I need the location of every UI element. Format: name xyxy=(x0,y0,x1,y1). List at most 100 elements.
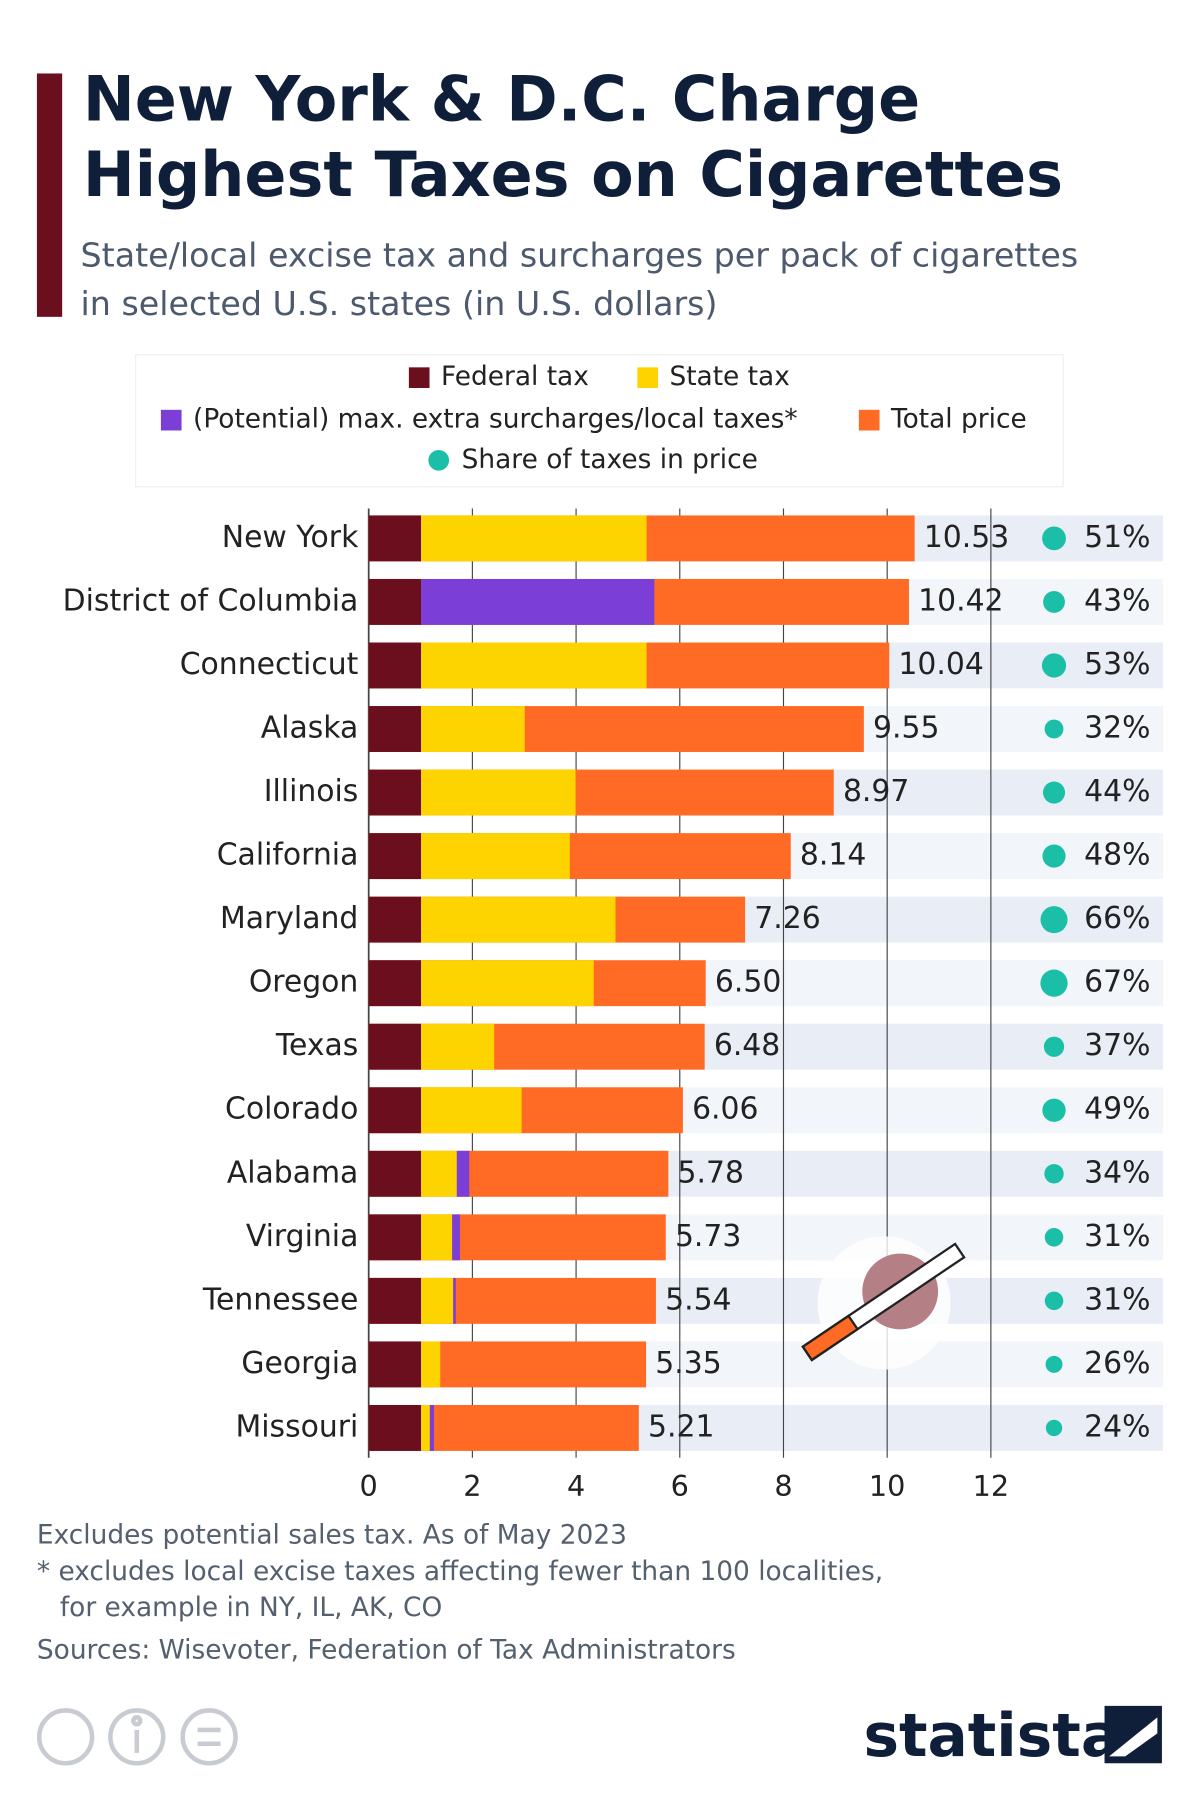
chart-subtitle: in selected U.S. states (in U.S. dollars… xyxy=(81,284,718,323)
bar-segment xyxy=(421,833,570,880)
x-tick-label: 4 xyxy=(567,1469,585,1503)
legend-label: Total price xyxy=(890,404,1027,435)
bar-segment xyxy=(368,1277,422,1324)
value-label: 8.14 xyxy=(800,838,866,873)
y-tick-label: New York xyxy=(222,520,359,555)
share-label: 26% xyxy=(1084,1346,1150,1381)
bar-segment xyxy=(421,642,647,689)
share-dot xyxy=(1042,781,1066,804)
bar-segment xyxy=(421,960,594,1007)
share-label: 34% xyxy=(1084,1155,1150,1190)
chart-title: Highest Taxes on Cigarettes xyxy=(83,138,1063,211)
bar-segment xyxy=(421,1150,457,1197)
y-tick-label: Alabama xyxy=(227,1155,359,1190)
value-label: 7.26 xyxy=(754,901,820,936)
bar-segment xyxy=(368,706,422,752)
share-dot xyxy=(1040,906,1068,934)
bar-segment xyxy=(368,833,422,880)
chart-title: New York & D.C. Charge xyxy=(83,62,920,135)
y-tick-label: Missouri xyxy=(236,1409,359,1444)
share-dot xyxy=(1045,1419,1063,1437)
y-tick-label: Texas xyxy=(275,1028,358,1063)
share-dot xyxy=(1040,969,1068,997)
value-label: 9.55 xyxy=(873,711,939,746)
bar-segment xyxy=(368,1341,422,1388)
value-label: 6.06 xyxy=(692,1092,758,1127)
bar-segment xyxy=(421,578,655,625)
x-tick-label: 12 xyxy=(973,1469,1010,1503)
bar-segment xyxy=(368,769,422,816)
bar-segment xyxy=(421,1277,454,1324)
bar-segment xyxy=(421,896,616,943)
share-label: 43% xyxy=(1084,583,1150,618)
share-label: 48% xyxy=(1084,838,1150,873)
bar-segment xyxy=(368,1404,422,1451)
share-dot xyxy=(1042,1098,1066,1122)
y-tick-label: Connecticut xyxy=(180,647,359,682)
value-label: 6.50 xyxy=(715,965,781,1000)
x-tick-label: 6 xyxy=(671,1469,689,1503)
y-tick-label: Maryland xyxy=(220,901,358,936)
cigarette-icon xyxy=(801,1236,966,1370)
share-label: 49% xyxy=(1084,1092,1150,1127)
brand: statista xyxy=(863,1702,1121,1771)
value-label: 5.35 xyxy=(655,1346,721,1381)
license-icons xyxy=(36,1708,238,1766)
legend-label: (Potential) max. extra surcharges/local … xyxy=(193,404,798,435)
notes: Excludes potential sales tax. As of May … xyxy=(37,1519,883,1665)
y-tick-label: Colorado xyxy=(225,1092,358,1127)
bar-segment xyxy=(421,1341,441,1388)
share-label: 31% xyxy=(1084,1219,1150,1254)
bar-segment xyxy=(429,1404,435,1451)
bar-segment xyxy=(368,1150,422,1197)
legend-marker xyxy=(858,409,880,431)
share-dot xyxy=(1043,591,1065,613)
bar-segment xyxy=(421,515,647,562)
bar-segment xyxy=(421,1087,522,1134)
bar-segment xyxy=(368,1214,422,1261)
legend-marker xyxy=(428,450,450,471)
bar-segment xyxy=(368,896,422,943)
share-dot xyxy=(1044,1291,1064,1311)
bar-segment xyxy=(453,1277,456,1324)
y-tick-label: Virginia xyxy=(246,1219,358,1254)
x-tick-label: 0 xyxy=(360,1469,378,1503)
share-label: 66% xyxy=(1084,901,1150,936)
legend-marker xyxy=(408,367,430,389)
value-label: 5.73 xyxy=(675,1219,741,1254)
share-dot xyxy=(1043,1036,1065,1057)
share-label: 51% xyxy=(1084,520,1150,555)
share-label: 53% xyxy=(1084,647,1150,682)
bar-segment xyxy=(421,1404,430,1451)
legend-marker xyxy=(637,367,658,389)
note: * excludes local excise taxes affecting … xyxy=(37,1556,883,1587)
source: Sources: Wisevoter, Federation of Tax Ad… xyxy=(37,1634,736,1665)
legend-box xyxy=(135,354,1064,488)
bar-segment xyxy=(421,769,576,816)
bar-segment xyxy=(368,1023,422,1070)
share-label: 31% xyxy=(1084,1282,1150,1317)
y-tick-label: Oregon xyxy=(249,965,359,1000)
x-tick-label: 8 xyxy=(774,1469,792,1503)
y-tick-label: Georgia xyxy=(241,1346,358,1381)
bar-segment xyxy=(368,642,422,689)
share-label: 24% xyxy=(1084,1409,1150,1444)
value-label: 10.04 xyxy=(898,647,983,682)
legend-marker xyxy=(160,409,182,431)
bar-segment xyxy=(421,706,525,752)
share-label: 44% xyxy=(1084,774,1150,809)
share-dot xyxy=(1045,1355,1063,1373)
share-dot xyxy=(1042,844,1066,868)
value-label: 10.53 xyxy=(924,520,1009,555)
y-tick-label: Alaska xyxy=(261,711,359,746)
y-tick-label: Tennessee xyxy=(202,1282,358,1317)
bar-segment xyxy=(368,515,422,562)
value-label: 8.97 xyxy=(843,774,909,809)
y-tick-label: District of Columbia xyxy=(63,583,359,618)
share-label: 67% xyxy=(1084,965,1150,1000)
bar-segment xyxy=(421,1214,453,1261)
legend-label: Federal tax xyxy=(441,361,589,392)
legend-label: Share of taxes in price xyxy=(462,444,758,475)
share-dot xyxy=(1044,1164,1064,1184)
